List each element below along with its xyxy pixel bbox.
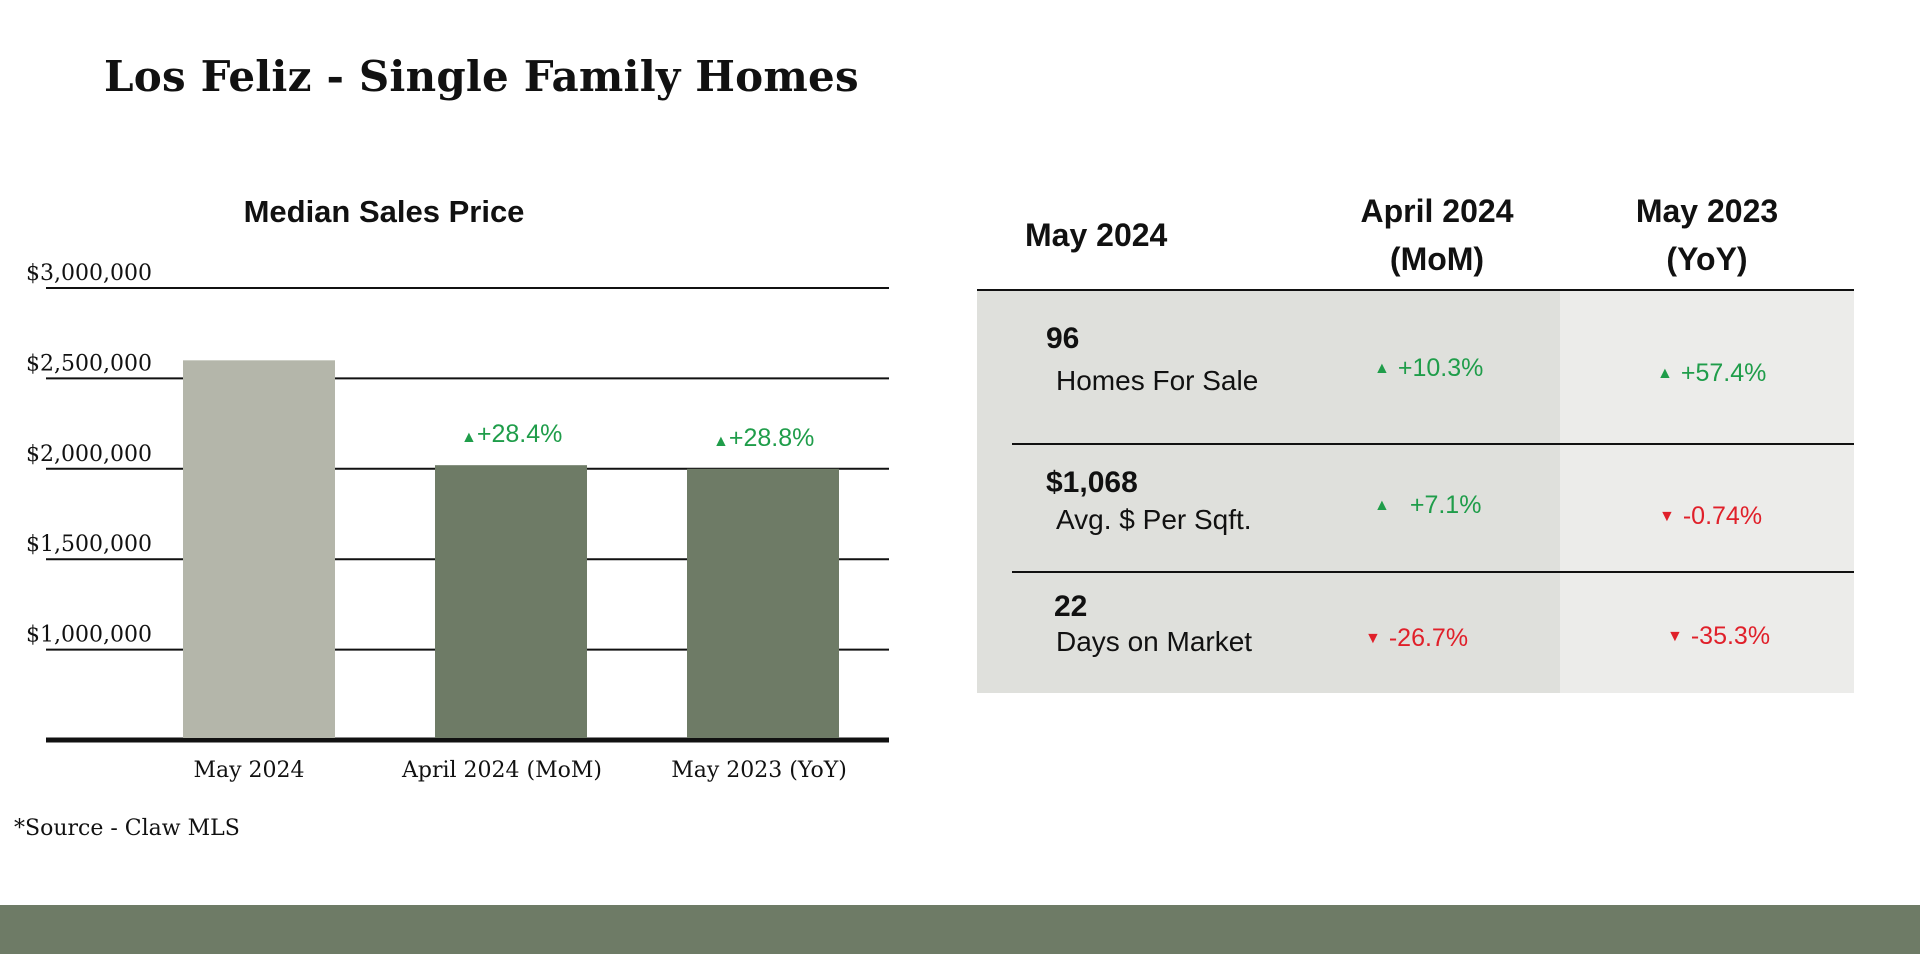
change-arrow-icon: ▼ xyxy=(1659,507,1675,525)
change-arrow-icon: ▲ xyxy=(1374,359,1390,377)
header-yoy-period: May 2023 (YoY) xyxy=(1560,180,1854,290)
days-on-market-value: 22 xyxy=(1054,590,1088,623)
change-value: -0.74% xyxy=(1682,502,1763,530)
y-tick-label: $2,000,000 xyxy=(26,442,152,467)
homes-for-sale-value: 96 xyxy=(1046,322,1080,355)
triangle-up-icon: ▲ xyxy=(713,433,729,450)
header-line2: (MoM) xyxy=(1389,241,1485,277)
homes-for-sale-mom-change: ▲ +10.3% xyxy=(1374,354,1483,383)
bar-data-label: ▲+28.8% xyxy=(713,424,814,452)
header-current-period: May 2024 xyxy=(1007,180,1255,290)
header-mom-period: April 2024 (MoM) xyxy=(1314,180,1560,290)
homes-for-sale-yoy-change: ▲ +57.4% xyxy=(1657,359,1766,388)
bar xyxy=(183,360,335,738)
y-tick-label: $3,000,000 xyxy=(26,261,152,286)
days-on-market-mom-change: ▼ -26.7% xyxy=(1365,624,1468,653)
homes-for-sale-label: Homes For Sale xyxy=(1056,365,1259,396)
chart-title: Median Sales Price xyxy=(244,194,525,229)
stats-table: May 2024 April 2024 (MoM) May 2023 (YoY)… xyxy=(977,180,1854,693)
page-title: Los Feliz - Single Family Homes xyxy=(104,52,859,101)
column-background-mom xyxy=(1314,290,1560,693)
source-note: *Source - Claw MLS xyxy=(14,816,240,841)
median-sales-price-chart: Median Sales Price $1,000,000 $1,500,000 $… xyxy=(26,194,889,783)
row-divider xyxy=(1012,443,1854,445)
x-tick-label: May 2024 xyxy=(193,758,304,783)
y-tick-label: $2,500,000 xyxy=(26,351,152,376)
header-line1: May 2023 xyxy=(1635,193,1779,229)
triangle-up-icon: ▲ xyxy=(461,429,477,446)
x-tick-label: May 2023 (YoY) xyxy=(671,758,847,783)
days-on-market-label: Days on Market xyxy=(1056,626,1253,657)
avg-price-per-sqft-label: Avg. $ Per Sqft. xyxy=(1056,504,1252,535)
change-arrow-icon: ▼ xyxy=(1667,627,1683,645)
avg-price-per-sqft-value: $1,068 xyxy=(1046,466,1138,499)
header-line2: (YoY) xyxy=(1666,241,1748,277)
column-background-current xyxy=(977,290,1314,693)
y-tick-label: $1,500,000 xyxy=(26,532,152,557)
change-arrow-icon: ▲ xyxy=(1374,496,1390,514)
data-label-value: +28.4% xyxy=(477,420,563,448)
change-value: +57.4% xyxy=(1680,359,1767,387)
avg-price-per-sqft-yoy-change: ▼ -0.74% xyxy=(1659,502,1762,531)
change-value: +10.3% xyxy=(1397,354,1484,382)
header-line1: April 2024 xyxy=(1360,193,1514,229)
y-tick-label: $1,000,000 xyxy=(26,623,152,648)
bar-data-label: ▲+28.4% xyxy=(461,420,562,448)
column-background-yoy xyxy=(1560,290,1854,693)
data-label-value: +28.8% xyxy=(729,424,815,452)
change-arrow-icon: ▼ xyxy=(1365,629,1381,647)
x-tick-label: April 2024 (MoM) xyxy=(401,758,602,783)
header-divider xyxy=(977,289,1854,291)
change-value: -35.3% xyxy=(1690,622,1771,650)
bar xyxy=(687,468,839,738)
change-arrow-icon: ▲ xyxy=(1657,364,1673,382)
days-on-market-yoy-change: ▼ -35.3% xyxy=(1667,622,1770,651)
change-value: -26.7% xyxy=(1388,624,1469,652)
avg-price-per-sqft-mom-change: ▲ +7.1% xyxy=(1374,491,1481,520)
bar xyxy=(435,465,587,738)
change-value: +7.1% xyxy=(1409,491,1482,519)
row-divider xyxy=(1012,571,1854,573)
footer-band xyxy=(0,905,1920,954)
header-line1: May 2024 xyxy=(1025,217,1168,253)
